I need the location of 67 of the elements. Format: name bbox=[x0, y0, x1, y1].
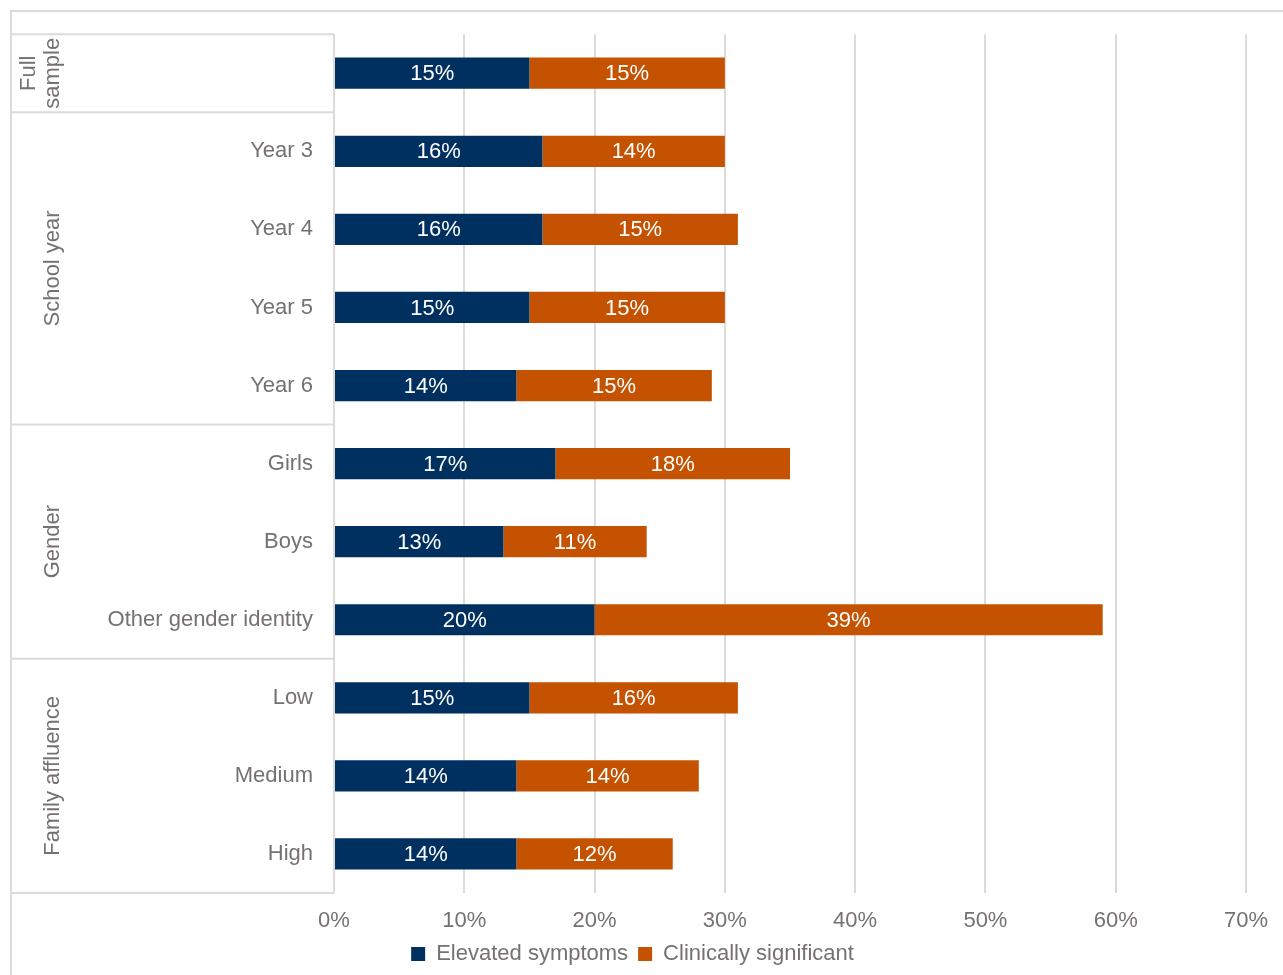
x-tick-label: 50% bbox=[963, 907, 1008, 933]
data-label: 15% bbox=[618, 216, 663, 242]
data-label: 14% bbox=[611, 138, 656, 164]
data-label: 11% bbox=[553, 528, 597, 554]
bar bbox=[516, 838, 673, 870]
bar bbox=[335, 760, 517, 792]
bar bbox=[335, 369, 517, 402]
x-tick-label: 30% bbox=[702, 907, 747, 933]
y-tick-label: Year 6 bbox=[250, 371, 313, 397]
text: Family affluence bbox=[39, 696, 65, 856]
data-label: 15% bbox=[605, 60, 650, 86]
legend-label: Clinically significant bbox=[663, 940, 854, 966]
bar bbox=[542, 213, 738, 245]
data-label: 13% bbox=[397, 528, 442, 554]
y-tick-label: Year 5 bbox=[250, 293, 313, 319]
x-tick-label: 0% bbox=[318, 907, 350, 933]
data-label: 39% bbox=[826, 606, 871, 632]
data-label: 15% bbox=[410, 60, 455, 86]
bar bbox=[335, 135, 543, 167]
data-label: 16% bbox=[416, 216, 461, 242]
data-label: 12% bbox=[572, 841, 617, 867]
text: Gender bbox=[39, 504, 65, 579]
y-tick-label: High bbox=[267, 840, 313, 866]
data-label: 14% bbox=[403, 762, 448, 788]
x-tick-label: 40% bbox=[833, 907, 878, 933]
bar bbox=[516, 760, 699, 792]
bar bbox=[335, 682, 530, 714]
y-tick-label: Other gender identity bbox=[107, 605, 313, 631]
bar bbox=[516, 369, 712, 402]
data-label: 15% bbox=[410, 294, 455, 320]
bar bbox=[335, 447, 556, 480]
y-tick-label: Year 4 bbox=[250, 215, 313, 241]
bar bbox=[335, 604, 595, 636]
data-label: 15% bbox=[592, 372, 637, 398]
bar bbox=[542, 135, 725, 167]
data-label: 14% bbox=[585, 762, 630, 788]
x-tick-label: 60% bbox=[1093, 907, 1138, 933]
data-label: 15% bbox=[410, 684, 455, 710]
data-label: 18% bbox=[650, 450, 695, 476]
x-tick-label: 10% bbox=[442, 907, 487, 933]
data-label: 20% bbox=[442, 606, 487, 632]
bar bbox=[335, 526, 504, 558]
bar bbox=[503, 526, 647, 558]
data-label: 17% bbox=[423, 450, 468, 476]
legend-label: Elevated symptoms bbox=[436, 940, 629, 966]
bar bbox=[335, 57, 530, 89]
x-tick-label: 20% bbox=[572, 907, 617, 933]
y-tick-label: Medium bbox=[234, 761, 313, 787]
y-tick-label: Girls bbox=[267, 449, 313, 475]
bar bbox=[335, 838, 517, 870]
bar bbox=[529, 57, 725, 89]
bar bbox=[555, 447, 790, 480]
bar bbox=[529, 682, 738, 714]
data-label: 15% bbox=[605, 294, 650, 320]
data-label: 16% bbox=[611, 684, 656, 710]
data-label: 14% bbox=[403, 841, 448, 867]
data-label: 14% bbox=[403, 372, 448, 398]
data-label: 16% bbox=[416, 138, 461, 164]
bar bbox=[335, 291, 530, 324]
y-tick-label: Year 3 bbox=[250, 137, 313, 163]
x-tick-label: 70% bbox=[1223, 907, 1269, 933]
bar bbox=[529, 291, 725, 324]
y-tick-label: Boys bbox=[264, 527, 313, 553]
text: Full sample bbox=[15, 37, 65, 109]
text: School year bbox=[39, 210, 65, 327]
bar bbox=[335, 213, 543, 245]
y-tick-label: Low bbox=[272, 683, 314, 709]
